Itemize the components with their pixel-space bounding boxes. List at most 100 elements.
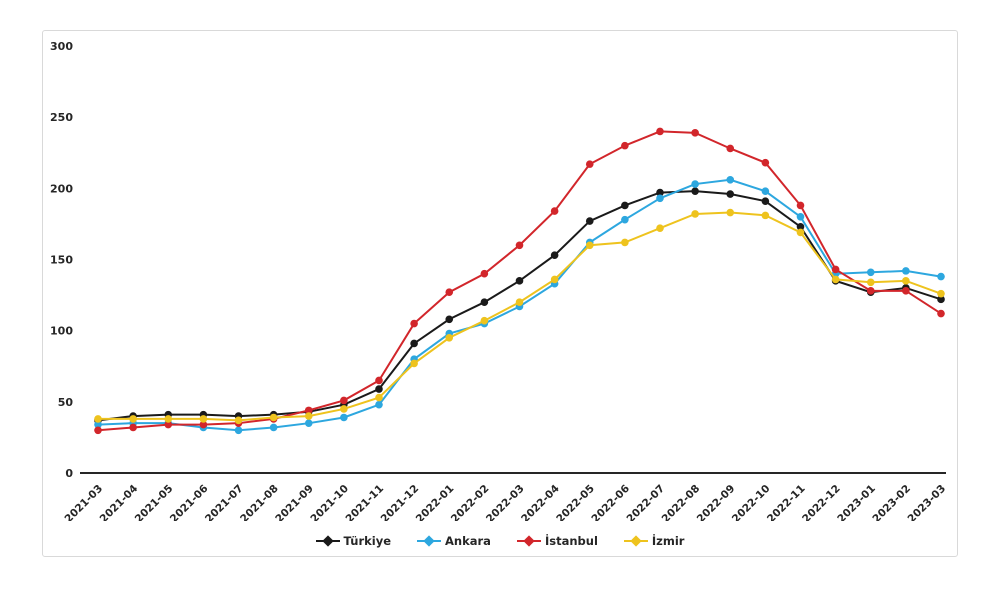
legend-label-ankara: Ankara [445,533,491,548]
legend-label-turkiye: Türkiye [343,533,392,548]
data-point-izmir [515,298,524,307]
data-point-turkiye [480,298,489,307]
data-point-istanbul [726,144,735,153]
legend-item-izmir: İzmir [623,533,685,548]
data-point-izmir [199,415,208,423]
data-point-ankara [796,213,805,221]
data-point-istanbul [866,287,875,295]
data-point-turkiye [937,295,945,304]
data-point-istanbul [199,420,208,429]
data-point-ankara [726,175,735,184]
legend-marker-icon-ankara [417,535,442,547]
data-point-istanbul [656,127,664,136]
legend-diamond-izmir [630,535,642,547]
data-point-turkiye [585,217,594,225]
data-point-ankara [902,267,910,275]
data-point-istanbul [937,309,945,318]
data-point-istanbul [410,319,418,328]
data-point-ankara [304,419,313,427]
data-point-istanbul [902,287,910,295]
data-point-izmir [761,211,770,220]
y-axis-tick-label: 200 [50,182,73,195]
data-point-izmir [269,413,278,422]
data-point-istanbul [831,265,840,274]
data-point-turkiye [691,187,699,195]
data-point-ankara [340,413,348,422]
data-point-izmir [410,359,418,368]
data-point-ankara [866,268,875,277]
legend-marker-icon-izmir [623,535,648,547]
legend-diamond-turkiye [321,535,334,547]
data-point-izmir [937,289,945,298]
legend-item-ankara: Ankara [417,533,491,548]
data-point-izmir [234,416,243,425]
data-point-turkiye [550,251,559,260]
data-point-izmir [480,316,489,325]
data-point-ankara [656,194,664,203]
y-axis-tick-label: 250 [50,111,73,124]
data-point-izmir [866,278,875,287]
y-axis-tick-label: 50 [58,396,74,409]
data-point-istanbul [621,141,629,150]
data-point-istanbul [94,426,102,435]
data-point-izmir [902,277,910,285]
x-axis-tick-label: 2023-03 [906,483,949,521]
data-point-ankara [691,180,699,188]
data-point-izmir [621,238,629,247]
data-point-izmir [550,275,559,284]
y-axis-tick-label: 300 [50,40,73,53]
data-point-turkiye [726,190,735,198]
data-point-istanbul [515,241,524,250]
data-point-istanbul [129,423,137,432]
chart-panel: 0 50 100 150 200 250 300 2021-03 2021-04 2021-05 2… [42,30,958,557]
data-point-istanbul [550,207,559,215]
data-point-turkiye [375,385,383,393]
data-point-istanbul [480,269,489,278]
data-point-izmir [691,210,699,218]
legend-diamond-istanbul [523,535,535,547]
data-point-izmir [726,208,735,217]
data-point-turkiye [515,277,524,285]
legend-marker-icon-istanbul [516,535,541,547]
legend-label-istanbul: İstanbul [544,533,598,548]
data-point-turkiye [410,339,418,348]
data-point-izmir [831,275,840,284]
data-point-ankara [269,423,278,432]
data-point-ankara [937,272,945,281]
y-axis-tick-label: 0 [65,467,73,480]
y-axis-tick-label: 100 [50,325,73,338]
data-point-izmir [304,412,313,420]
data-point-istanbul [340,396,348,405]
data-point-turkiye [761,197,770,205]
data-point-turkiye [796,222,805,231]
data-point-istanbul [585,160,594,168]
data-point-istanbul [164,420,173,429]
data-point-turkiye [656,188,664,197]
data-point-ankara [94,420,102,429]
data-point-istanbul [761,158,770,167]
legend-diamond-ankara [423,535,435,547]
data-point-ankara [621,215,629,224]
line-chart: 0501001502002503002021-032021-042021-052… [50,40,949,521]
data-point-istanbul [691,129,699,137]
data-point-ankara [234,426,243,435]
data-point-turkiye [621,201,629,210]
data-point-izmir [164,415,173,423]
data-point-izmir [585,241,594,250]
data-point-izmir [656,224,664,232]
legend-item-istanbul: İstanbul [516,533,598,548]
data-point-izmir [129,415,137,423]
data-point-ankara [761,187,770,195]
data-point-istanbul [304,406,313,415]
data-point-izmir [445,333,454,342]
data-point-izmir [94,415,102,423]
legend-item-turkiye: Türkiye [315,533,392,548]
data-point-izmir [340,405,348,413]
legend-label-izmir: İzmir [651,533,685,548]
data-point-izmir [796,228,805,237]
y-axis-tick-label: 150 [50,254,73,267]
data-point-istanbul [445,288,454,297]
data-point-istanbul [796,201,805,210]
data-point-turkiye [445,315,454,324]
